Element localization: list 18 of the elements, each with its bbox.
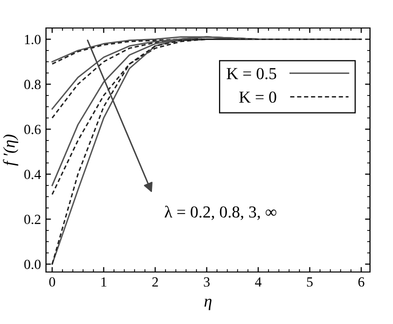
x-tick-label: 0 [49, 277, 56, 287]
x-tick-label: 4 [255, 277, 262, 286]
legend-label: K = 0 [239, 92, 276, 103]
y-axis-title: f ′(η) [2, 134, 18, 166]
legend-label: K = 0.5 [226, 68, 276, 80]
y-tick-label: 0.0 [24, 260, 41, 270]
x-tick-label: 5 [307, 277, 313, 287]
y-tick-label: 0.6 [24, 124, 41, 134]
x-tick-label: 3 [204, 277, 210, 287]
x-tick-label: 6 [358, 277, 364, 287]
x-axis-title: η [204, 298, 212, 310]
y-tick-label: 0.8 [24, 80, 41, 90]
y-tick-label: 0.2 [24, 214, 40, 224]
x-tick-label: 1 [101, 277, 106, 286]
annotation: λ = 0.2, 0.8, 3, ∞ [164, 206, 276, 220]
y-tick-label: 0.4 [24, 170, 41, 180]
x-tick-label: 2 [152, 277, 158, 286]
y-tick-label: 1.0 [25, 34, 41, 44]
